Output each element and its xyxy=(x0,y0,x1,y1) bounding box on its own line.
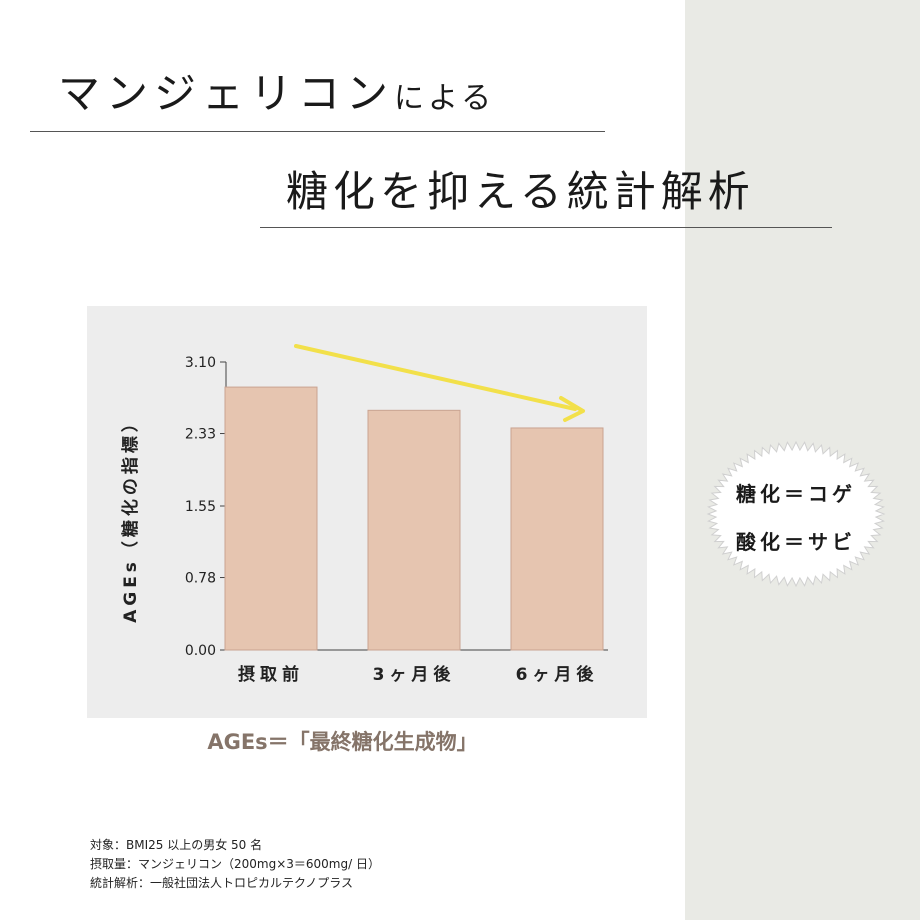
bar xyxy=(224,386,318,651)
starburst-shape xyxy=(706,440,886,588)
note-dosage: 摂取量：マンジェリコン（200mg×3＝600mg/ 日） xyxy=(90,857,380,871)
y-tick-label: 1.55 xyxy=(185,499,216,515)
x-tick-label: 3ヶ月後 xyxy=(373,664,456,685)
trend-arrow-head xyxy=(559,396,585,422)
y-tick-label: 0.78 xyxy=(185,571,216,587)
ages-definition: AGEs＝「最終糖化生成物」 xyxy=(207,730,478,754)
x-tick-label: 摂取前 xyxy=(238,664,304,685)
badge-oxidation: 酸化＝サビ xyxy=(736,530,856,554)
bar-chart: 3.10 2.33 1.55 0.78 0.00 AGEs（糖化の指標） 摂取前 3ヶ月後 6ヶ… xyxy=(120,344,608,685)
subtitle-divider xyxy=(260,227,832,228)
chart-panel: 3.10 2.33 1.55 0.78 0.00 AGEs（糖化の指標） 摂取前 3ヶ月後 6ヶ… xyxy=(87,306,647,718)
page-title: マンジェリコンによる xyxy=(58,60,495,121)
page-subtitle: 糖化を抑える統計解析 xyxy=(286,167,755,216)
x-tick-label: 6ヶ月後 xyxy=(516,664,599,685)
y-tick-label: 3.10 xyxy=(185,355,216,371)
study-notes: 対象：BMI25 以上の男女 50 名 摂取量：マンジェリコン（200mg×3＝… xyxy=(90,836,380,893)
badge-glycation: 糖化＝コゲ xyxy=(736,482,856,506)
bar xyxy=(510,427,604,651)
starburst-badge xyxy=(706,440,886,588)
title-suffix: による xyxy=(394,81,496,116)
y-tick-label: 2.33 xyxy=(185,427,216,443)
note-subjects: 対象：BMI25 以上の男女 50 名 xyxy=(90,838,263,852)
trend-arrow-shaft xyxy=(294,344,577,411)
bar xyxy=(367,409,461,651)
note-analysis: 統計解析：一般社団法人トロピカルテクノプラス xyxy=(90,876,354,890)
title-main: マンジェリコン xyxy=(58,69,395,118)
title-divider xyxy=(30,131,605,132)
y-tick-label: 0.00 xyxy=(185,643,216,659)
y-axis-label: AGEs（糖化の指標） xyxy=(120,411,141,623)
